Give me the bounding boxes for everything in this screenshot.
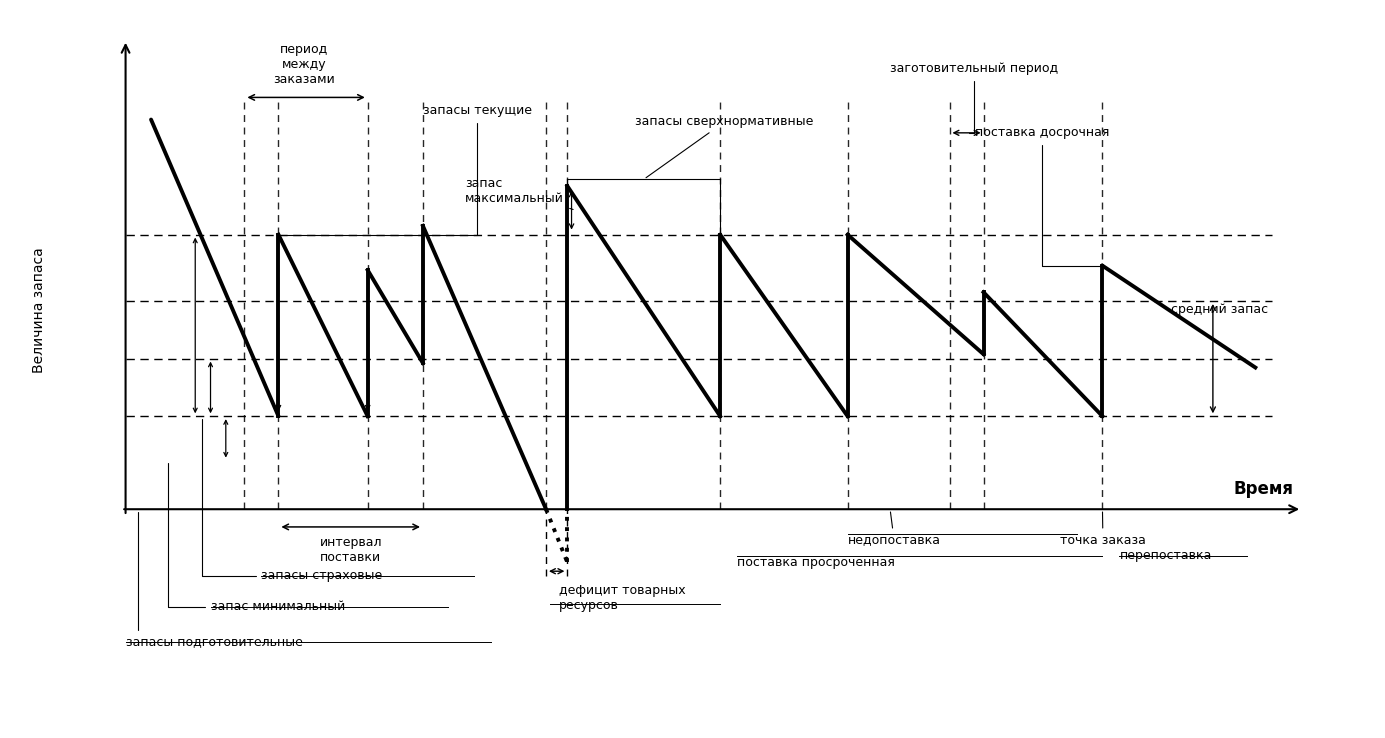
Text: Величина запаса: Величина запаса: [32, 247, 46, 373]
Text: интервал
поставки: интервал поставки: [320, 536, 382, 564]
Text: точка заказа: точка заказа: [1060, 512, 1145, 547]
Text: запасы сверхнормативные: запасы сверхнормативные: [636, 115, 813, 178]
Text: запас минимальный: запас минимальный: [168, 463, 345, 613]
Text: запас
максимальный: запас максимальный: [465, 177, 573, 210]
Text: период
между
заказами: период между заказами: [273, 44, 335, 86]
Text: дефицит товарных
ресурсов: дефицит товарных ресурсов: [558, 584, 686, 613]
Text: запасы текущие: запасы текущие: [281, 104, 532, 235]
Text: заготовительный период: заготовительный период: [891, 62, 1058, 133]
Text: перепоставка: перепоставка: [1119, 549, 1212, 562]
Text: средний запас: средний запас: [1170, 303, 1269, 317]
Text: запасы подготовительные: запасы подготовительные: [126, 512, 302, 649]
Text: поставка досрочная: поставка досрочная: [975, 126, 1109, 266]
Text: Время: Время: [1234, 480, 1294, 498]
Text: поставка просроченная: поставка просроченная: [737, 556, 895, 569]
Text: недопоставка: недопоставка: [848, 512, 940, 547]
Text: запасы страховые: запасы страховые: [202, 419, 382, 582]
